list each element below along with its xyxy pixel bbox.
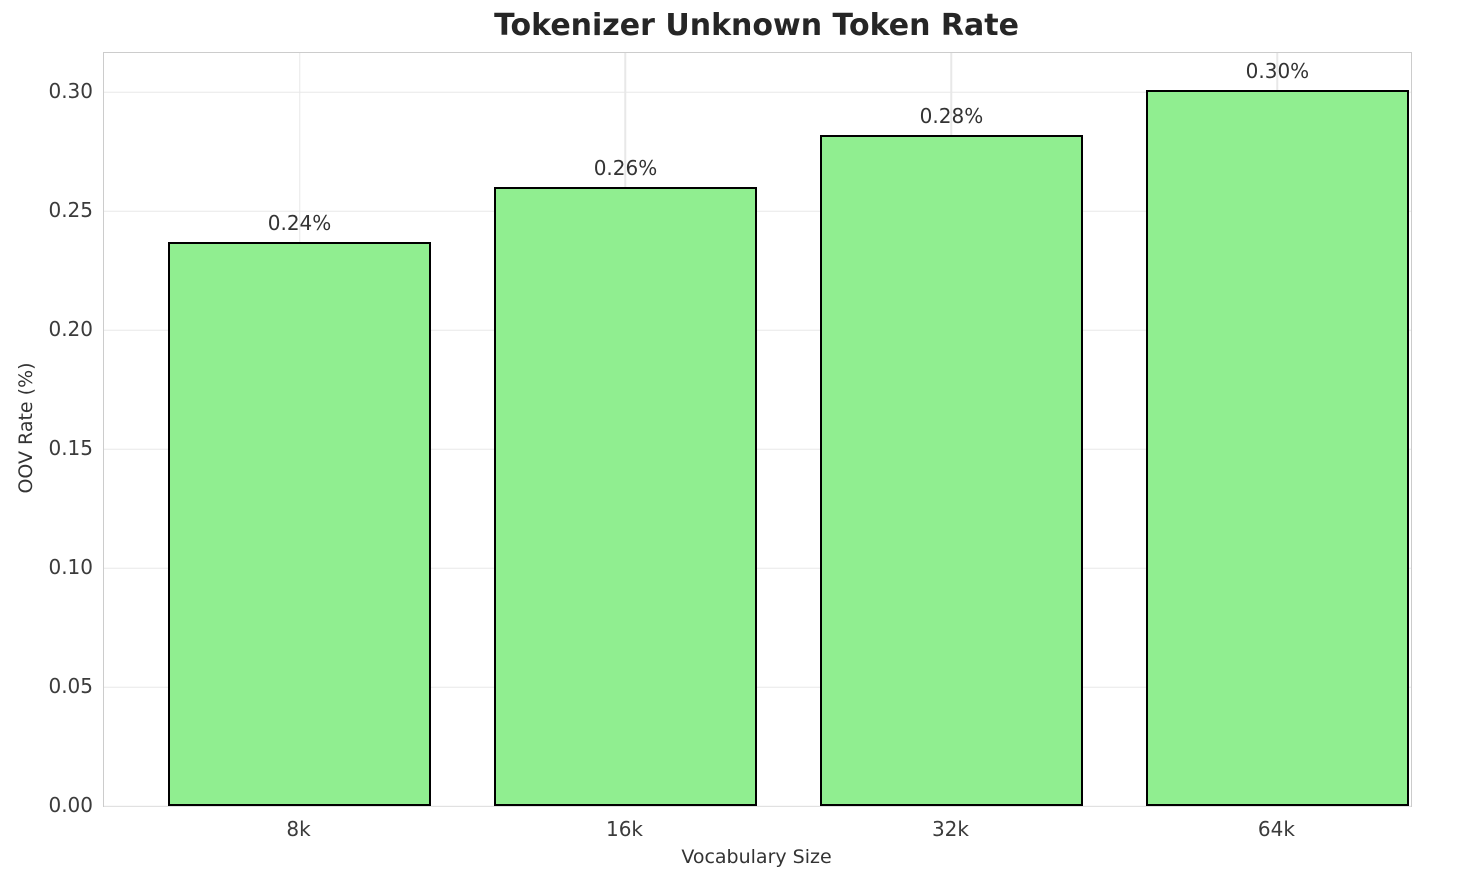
y-tick-label: 0.15 <box>48 436 93 460</box>
horizontal-gridline <box>104 210 1411 212</box>
plot-area: 0.24% 0.26% 0.28% 0.30% <box>103 52 1412 807</box>
x-tick-label-32k: 32k <box>931 817 969 841</box>
x-tick-label-8k: 8k <box>286 817 311 841</box>
x-tick-label-64k: 64k <box>1257 817 1295 841</box>
bar-value-label: 0.26% <box>593 156 658 181</box>
y-tick-label: 0.25 <box>48 198 93 223</box>
bar-64k <box>1146 89 1409 806</box>
y-tick-label: 0.00 <box>48 793 93 817</box>
horizontal-gridline <box>104 567 1411 569</box>
bar-8k <box>168 241 431 806</box>
y-tick-label: 0.10 <box>48 555 93 579</box>
y-tick-label: 0.05 <box>48 674 93 698</box>
y-tick-label: 0.20 <box>48 317 93 342</box>
bar-value-label: 0.28% <box>919 103 984 128</box>
chart-title: Tokenizer Unknown Token Rate <box>494 8 1019 43</box>
horizontal-gridline <box>104 686 1411 688</box>
horizontal-gridline <box>104 91 1411 93</box>
bar-value-label: 0.30% <box>1245 58 1310 83</box>
horizontal-gridline <box>104 805 1411 807</box>
y-axis-label: OOV Rate (%) <box>15 362 37 494</box>
y-tick-label: 0.30 <box>48 79 93 104</box>
horizontal-gridline <box>104 329 1411 331</box>
bar-32k <box>820 134 1083 806</box>
x-tick-label-16k: 16k <box>605 817 643 841</box>
horizontal-gridline <box>104 448 1411 450</box>
bar-16k <box>494 187 757 806</box>
bar-value-label: 0.24% <box>267 210 332 235</box>
x-axis-label: Vocabulary Size <box>681 846 832 868</box>
